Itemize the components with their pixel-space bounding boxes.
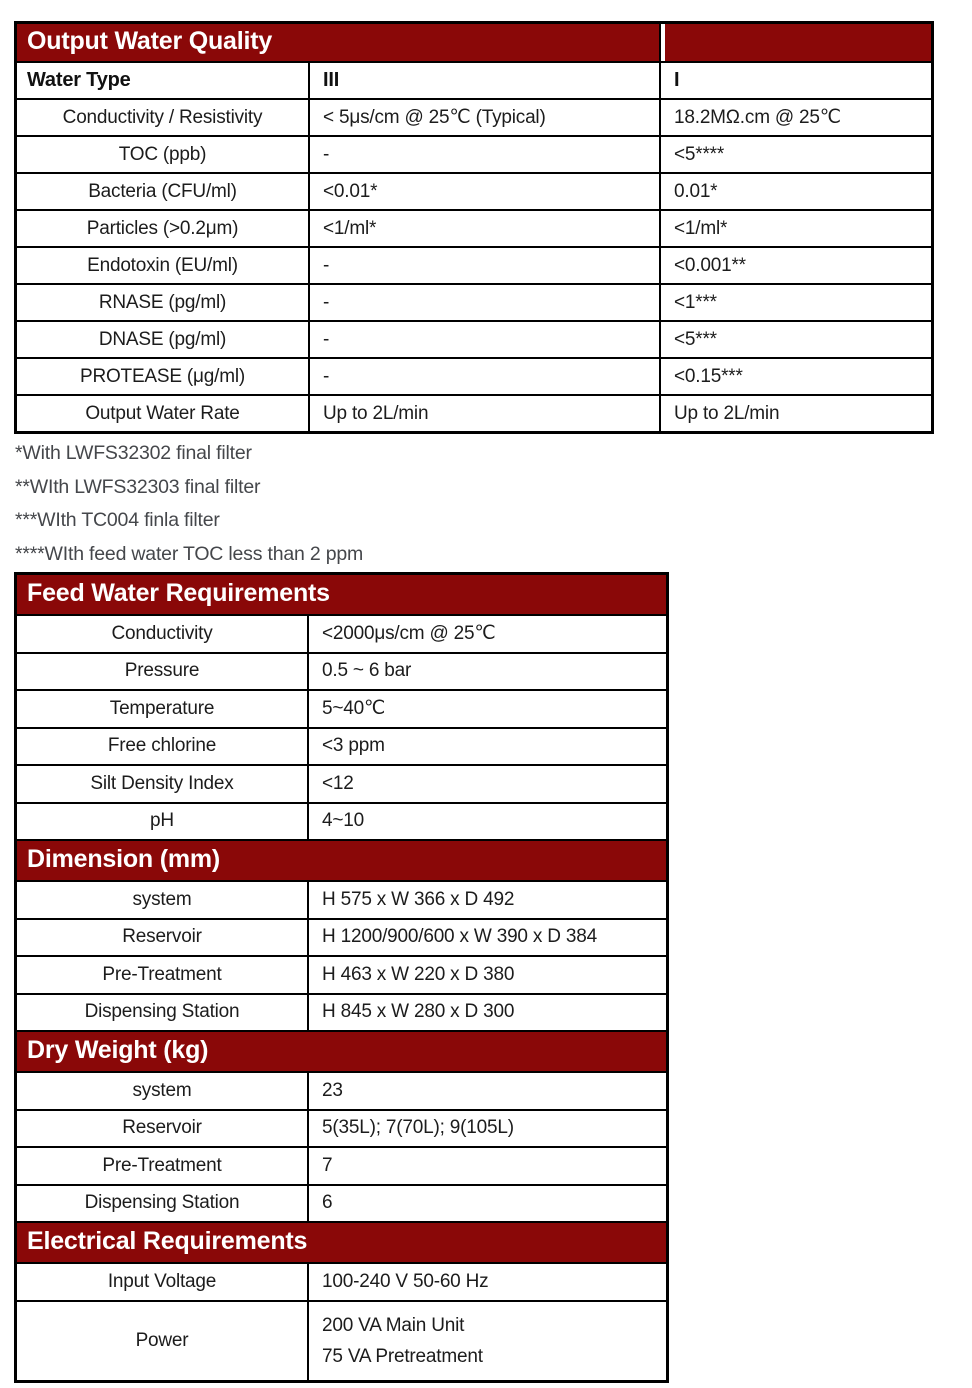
row-label-output-water-rate: Output Water Rate [17, 396, 308, 431]
row-value-dry-weight-dispensing-station: 6 [309, 1185, 666, 1221]
section-header-dimension: Dimension (mm) [17, 841, 666, 880]
column-header-type-i: I [661, 63, 931, 98]
row-value-dimension-reservoir: H 1200/900/600 x W 390 x D 384 [309, 919, 666, 955]
row-value-pressure: 0.5 ~ 6 bar [309, 653, 666, 689]
row-label-dry-weight-pre-treatment: Pre-Treatment [17, 1148, 307, 1184]
row-value-rnase-type1: <1*** [661, 285, 931, 320]
row-value-dnase-type1: <5*** [661, 322, 931, 357]
output-water-quality-table: Output Water Quality Water Type III I Co… [14, 21, 934, 434]
row-value-toc-type1: <5**** [661, 137, 931, 172]
row-value-endotoxin-type3: - [310, 248, 659, 283]
section-header-electrical-requirements: Electrical Requirements [17, 1223, 666, 1262]
column-header-water-type: Water Type [17, 63, 308, 98]
row-value-conductivity-type1: 18.2MΩ.cm @ 25℃ [661, 100, 931, 135]
row-value-bacteria-type1: 0.01* [661, 174, 931, 209]
row-value-dry-weight-reservoir: 5(35L); 7(70L); 9(105L) [309, 1110, 666, 1146]
section-header-spacer-cell [661, 24, 931, 61]
row-label-dry-weight-system: system [17, 1073, 307, 1109]
row-value-dry-weight-system: 23 [309, 1073, 666, 1109]
row-value-power: 200 VA Main Unit 75 VA Pretreatment [309, 1301, 666, 1380]
row-value-particles-type3: <1/ml* [310, 211, 659, 246]
row-label-particles: Particles (>0.2μm) [17, 211, 308, 246]
row-label-input-voltage: Input Voltage [17, 1264, 307, 1300]
footnotes: *With LWFS32302 final filter **WIth LWFS… [15, 437, 363, 571]
footnote-4: ****WIth feed water TOC less than 2 ppm [15, 542, 364, 565]
row-label-dimension-reservoir: Reservoir [17, 919, 307, 955]
row-value-silt-density-index: <12 [309, 766, 666, 802]
row-value-temperature: 5~40℃ [309, 691, 666, 727]
footnote-1: *With LWFS32302 final filter [15, 442, 252, 464]
row-value-input-voltage: 100-240 V 50-60 Hz [309, 1264, 666, 1300]
row-value-dry-weight-pre-treatment: 7 [309, 1148, 666, 1184]
row-value-dnase-type3: - [310, 322, 659, 357]
row-label-dimension-system: system [17, 882, 307, 918]
row-value-ph: 4~10 [309, 803, 666, 839]
column-header-type-iii: III [310, 63, 659, 98]
row-label-silt-density-index: Silt Density Index [17, 766, 307, 802]
row-label-rnase: RNASE (pg/ml) [17, 285, 308, 320]
row-value-toc-type3: - [310, 137, 659, 172]
row-label-protease: PROTEASE (μg/ml) [17, 359, 308, 394]
row-label-dnase: DNASE (pg/ml) [17, 322, 308, 357]
row-label-dry-weight-dispensing-station: Dispensing Station [17, 1185, 307, 1221]
row-label-conductivity: Conductivity [17, 616, 307, 652]
row-value-dimension-system: H 575 x W 366 x D 492 [309, 882, 666, 918]
row-label-endotoxin: Endotoxin (EU/ml) [17, 248, 308, 283]
row-value-bacteria-type3: <0.01* [310, 174, 659, 209]
row-value-protease-type1: <0.15*** [661, 359, 931, 394]
row-label-bacteria: Bacteria (CFU/ml) [17, 174, 308, 209]
row-label-free-chlorine: Free chlorine [17, 728, 307, 764]
row-value-free-chlorine: <3 ppm [309, 728, 666, 764]
specifications-table: Feed Water Requirements Conductivity <20… [14, 572, 669, 1383]
row-value-conductivity-type3: < 5μs/cm @ 25℃ (Typical) [310, 100, 659, 135]
row-label-power: Power [17, 1301, 307, 1380]
section-header-dry-weight: Dry Weight (kg) [17, 1032, 666, 1071]
power-line-main-unit: 200 VA Main Unit [322, 1314, 465, 1336]
row-label-temperature: Temperature [17, 691, 307, 727]
row-value-rnase-type3: - [310, 285, 659, 320]
row-value-particles-type1: <1/ml* [661, 211, 931, 246]
footnote-3: ***WIth TC004 finla filter [15, 509, 220, 531]
row-value-output-water-rate-type1: Up to 2L/min [661, 396, 931, 431]
row-value-protease-type3: - [310, 359, 659, 394]
row-label-dimension-pre-treatment: Pre-Treatment [17, 957, 307, 993]
row-label-dimension-dispensing-station: Dispensing Station [17, 994, 307, 1030]
row-label-toc: TOC (ppb) [17, 137, 308, 172]
section-header-feed-water-requirements: Feed Water Requirements [17, 575, 666, 614]
row-value-endotoxin-type1: <0.001** [661, 248, 931, 283]
row-value-conductivity: <2000μs/cm @ 25℃ [309, 616, 666, 652]
row-value-dimension-dispensing-station: H 845 x W 280 x D 300 [309, 994, 666, 1030]
row-label-conductivity-resistivity: Conductivity / Resistivity [17, 100, 308, 135]
footnote-2: **WIth LWFS32303 final filter [15, 475, 261, 498]
row-label-ph: pH [17, 803, 307, 839]
row-label-pressure: Pressure [17, 653, 307, 689]
section-header-output-water-quality: Output Water Quality [17, 24, 659, 61]
row-label-dry-weight-reservoir: Reservoir [17, 1110, 307, 1146]
power-line-pretreatment: 75 VA Pretreatment [322, 1345, 483, 1367]
row-value-dimension-pre-treatment: H 463 x W 220 x D 380 [309, 957, 666, 993]
row-value-output-water-rate-type3: Up to 2L/min [310, 396, 659, 431]
